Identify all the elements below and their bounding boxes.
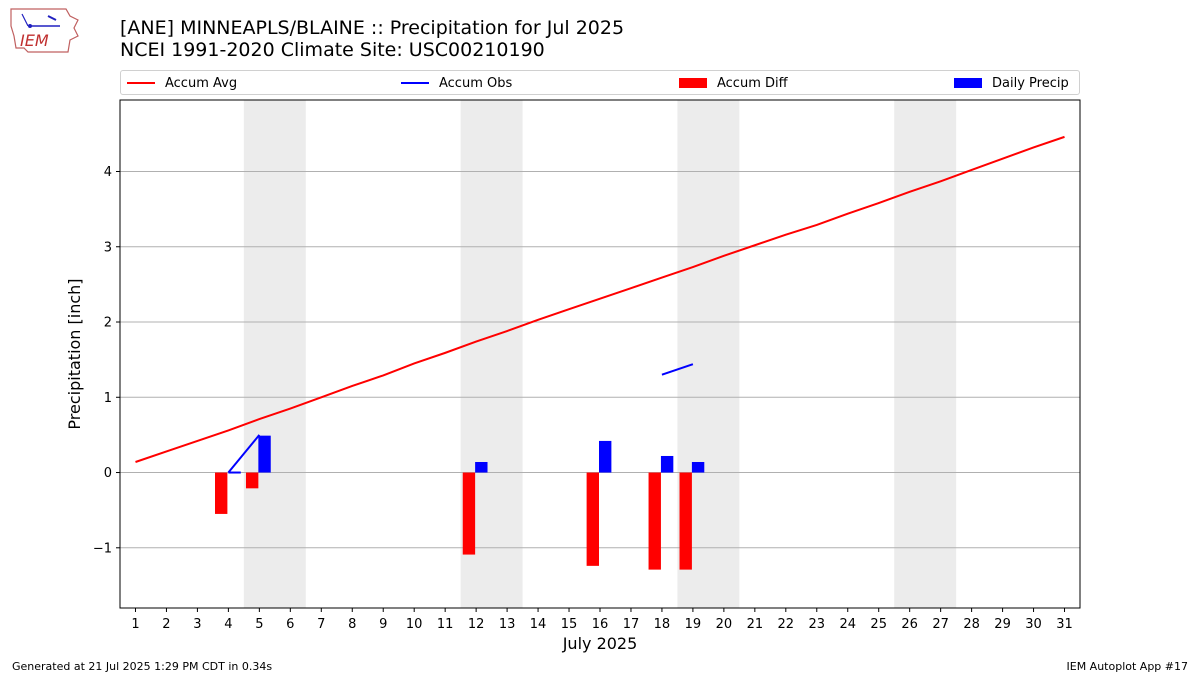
y-axis-label: Precipitation [inch] <box>65 278 84 429</box>
accum-obs-line-3 <box>661 363 694 376</box>
x-tick-label: 28 <box>963 617 980 632</box>
logo-text: IEM <box>20 31 49 50</box>
x-tick-label: 4 <box>224 617 232 632</box>
y-tick-label: −1 <box>93 541 112 556</box>
x-tick-label: 26 <box>901 617 918 632</box>
accum-diff-bar-19 <box>679 472 692 570</box>
x-axis-label: July 2025 <box>562 634 638 653</box>
x-tick-label: 10 <box>406 617 423 632</box>
x-tick-label: 3 <box>193 617 201 632</box>
weekend-band-4 <box>894 100 957 608</box>
accum-diff-bar-4 <box>215 472 228 514</box>
x-tick-label: 9 <box>379 617 387 632</box>
legend: Accum Avg Accum Obs Accum Diff Daily Pre… <box>120 70 1080 95</box>
y-tick-label: 4 <box>104 165 112 180</box>
accum-diff-bar-18 <box>648 472 661 570</box>
x-tick-label: 29 <box>994 617 1011 632</box>
x-tick-label: 22 <box>778 617 795 632</box>
legend-accum-avg: Accum Avg <box>127 74 237 92</box>
chart-title: [ANE] MINNEAPLS/BLAINE :: Precipitation … <box>120 17 624 61</box>
daily-precip-bar-19 <box>691 461 705 473</box>
daily-precip-bar-18 <box>660 455 674 473</box>
iowa-map-logo-icon: IEM <box>10 8 79 53</box>
title-line-1: [ANE] MINNEAPLS/BLAINE :: Precipitation … <box>120 17 625 39</box>
generated-timestamp: Generated at 21 Jul 2025 1:29 PM CDT in … <box>12 660 273 673</box>
legend-swatch-accum-diff <box>679 78 707 88</box>
x-axis: 1 2 3 4 5 6 7 8 9 10 11 12 13 14 15 16 17 18 19 20 21 22 23 24 2… <box>131 608 1073 632</box>
accum-diff-bar-12 <box>462 472 476 555</box>
app-id: IEM Autoplot App #17 <box>1066 660 1189 673</box>
legend-label-daily-precip: Daily Precip <box>992 75 1069 91</box>
x-tick-label: 27 <box>932 617 949 632</box>
accum-diff-bar-16 <box>586 472 599 566</box>
x-tick-label: 7 <box>317 617 325 632</box>
legend-daily-precip: Daily Precip <box>954 74 1069 92</box>
legend-swatch-accum-obs <box>401 82 429 84</box>
legend-swatch-accum-avg <box>127 82 155 84</box>
y-axis: −1 0 1 2 3 4 <box>93 165 120 556</box>
x-tick-label: 25 <box>870 617 887 632</box>
series-lines <box>135 135 1065 474</box>
title-line-2: NCEI 1991-2020 Climate Site: USC00210190 <box>120 39 545 61</box>
x-tick-label: 13 <box>499 617 516 632</box>
iem-logo: IEM <box>8 6 80 58</box>
weekend-bands <box>243 100 957 608</box>
x-tick-label: 14 <box>530 617 547 632</box>
x-tick-label: 11 <box>437 617 454 632</box>
x-tick-label: 21 <box>747 617 764 632</box>
daily-precip-bar-12 <box>475 461 488 473</box>
y-tick-label: 1 <box>104 391 112 406</box>
legend-accum-diff: Accum Diff <box>679 74 788 92</box>
legend-swatch-daily-precip <box>954 78 982 88</box>
legend-accum-obs: Accum Obs <box>401 74 512 92</box>
y-tick-label: 0 <box>104 466 112 481</box>
y-tick-label: 2 <box>104 316 112 331</box>
x-tick-label: 6 <box>286 617 294 632</box>
bars <box>215 435 705 570</box>
x-tick-label: 18 <box>654 617 671 632</box>
x-tick-label: 2 <box>162 617 170 632</box>
x-tick-label: 31 <box>1056 617 1073 632</box>
weekend-band-1 <box>243 100 306 608</box>
x-tick-label: 12 <box>468 617 485 632</box>
legend-label-accum-diff: Accum Diff <box>717 75 788 91</box>
gridlines <box>120 170 1080 549</box>
y-tick-label: 3 <box>104 240 112 255</box>
x-tick-label: 20 <box>716 617 733 632</box>
x-tick-label: 15 <box>561 617 578 632</box>
x-tick-label: 8 <box>348 617 356 632</box>
x-tick-label: 19 <box>685 617 702 632</box>
legend-label-accum-avg: Accum Avg <box>165 75 238 91</box>
x-tick-label: 16 <box>592 617 609 632</box>
accum-avg-line <box>135 135 1065 463</box>
x-tick-label: 24 <box>839 617 856 632</box>
accum-obs-line-2 <box>227 434 261 474</box>
legend-label-accum-obs: Accum Obs <box>439 75 513 91</box>
x-tick-label: 1 <box>131 617 139 632</box>
x-tick-label: 23 <box>809 617 826 632</box>
x-tick-label: 5 <box>255 617 263 632</box>
accum-diff-bar-5 <box>245 472 259 489</box>
x-tick-label: 17 <box>623 617 640 632</box>
daily-precip-bar-5 <box>258 435 271 473</box>
x-tick-label: 30 <box>1025 617 1042 632</box>
daily-precip-bar-16 <box>599 440 612 473</box>
